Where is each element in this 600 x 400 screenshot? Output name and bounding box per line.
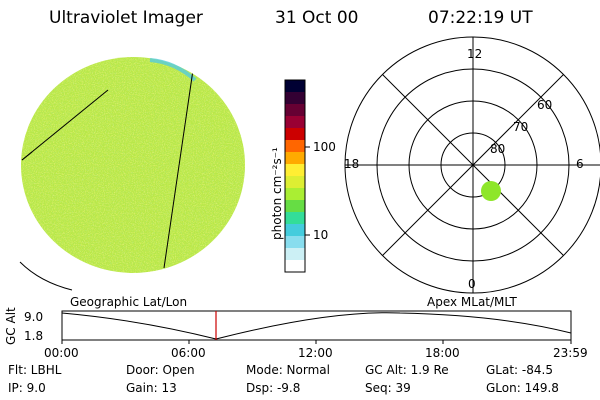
mode-info: Mode: Normal [246,363,330,377]
time-tick-0000: 00:00 [44,346,79,360]
mlt-label-6: 6 [576,157,584,171]
colorbar-segment [285,248,305,261]
glon-info: GLon: 149.8 [486,381,559,395]
time-label: 07:22:19 UT [428,8,533,28]
mlat-label-80: 80 [490,142,506,156]
colorbar-segment [285,104,305,117]
mlat-label-70: 70 [513,120,529,134]
color-scale-bar [284,79,306,273]
gain-info: Gain: 13 [126,381,177,395]
colorbar-segment [285,212,305,225]
altitude-tick-top: 9.0 [24,310,44,324]
glat-info: GLat: -84.5 [486,363,553,377]
colorbar-segment [285,116,305,129]
ip-info: IP: 9.0 [8,381,46,395]
gc-altitude-info: GC Alt: 1.9 Re [365,363,449,377]
polar-mlt-plot [344,36,600,294]
colorbar-segment [285,128,305,141]
colorbar-segment [285,80,305,93]
mlt-label-12: 12 [467,47,483,61]
auroral-spot [481,181,501,201]
time-tick-1800: 18:00 [425,346,460,360]
dsp-info: Dsp: -9.8 [246,381,301,395]
colorbar-segment [285,164,305,177]
colorbar-segment [285,260,305,273]
colorbar-tick-10: 10 [313,228,329,242]
colorbar-segment [285,176,305,189]
uv-earth-disk [19,57,245,291]
colorbar-tick-100: 100 [313,140,336,154]
filter-info: Flt: LBHL [8,363,62,377]
geographic-label: Geographic Lat/Lon [70,295,188,309]
time-tick-2359: 23:59 [553,346,588,360]
colorbar-segment [285,236,305,249]
colorbar-segment [285,224,305,237]
time-tick-1200: 12:00 [298,346,333,360]
altitude-axis-label: GC Alt [4,307,18,345]
colorbar-segment [285,200,305,213]
door-info: Door: Open [126,363,195,377]
altitude-plot [61,310,572,344]
colorbar-frame [284,79,306,273]
apex-label: Apex MLat/MLT [427,295,517,309]
date-label: 31 Oct 00 [275,8,359,28]
colorbar-segment [285,188,305,201]
colorbar-segment [285,152,305,165]
seq-info: Seq: 39 [365,381,411,395]
altitude-tick-bottom: 1.8 [24,329,44,343]
colorbar-unit-label: photon cm⁻²s⁻¹ [270,147,284,240]
mlt-label-18: 18 [344,157,360,171]
instrument-title: Ultraviolet Imager [49,8,203,28]
mlt-label-0: 0 [468,277,476,291]
time-tick-0600: 06:00 [171,346,206,360]
mlat-label-60: 60 [537,98,553,112]
colorbar-segment [285,140,305,153]
colorbar-segment [285,92,305,105]
